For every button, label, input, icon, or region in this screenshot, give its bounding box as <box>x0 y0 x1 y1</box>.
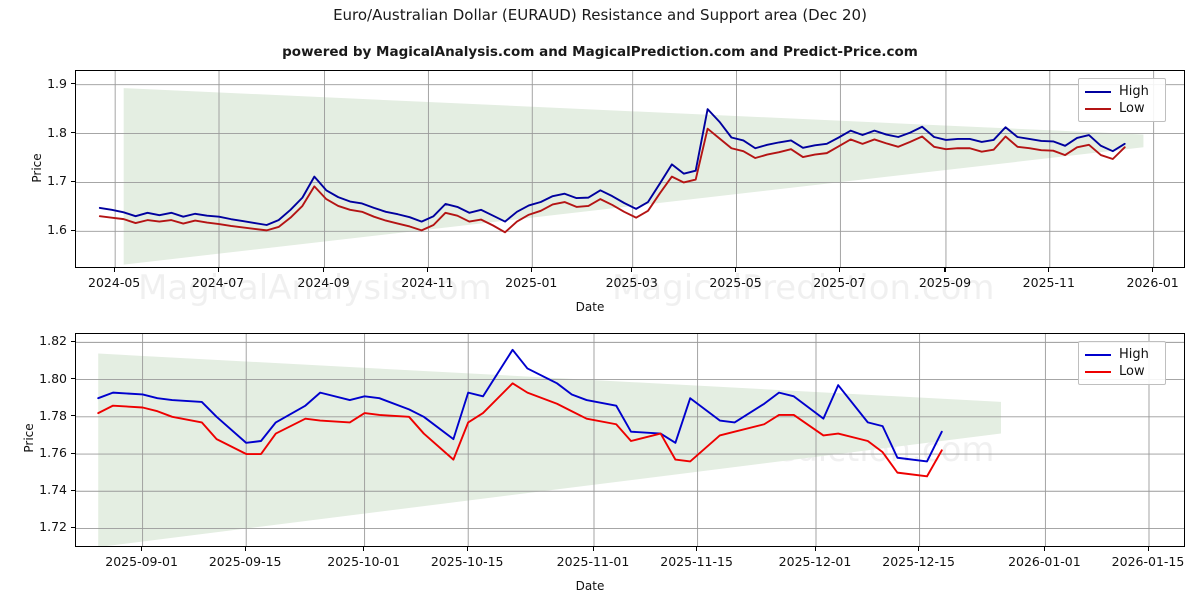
y-tick-label: 1.76 <box>39 445 67 461</box>
x-tick-mark <box>735 268 737 272</box>
y-tick-mark <box>71 340 75 343</box>
y-tick-mark <box>71 452 75 454</box>
bottom-chart-panel: Price Date 1.72 1.74 1.76 1.78 1.80 1.82 2025… <box>0 315 1200 600</box>
bottom-chart-canvas <box>76 334 1184 546</box>
x-tick-mark <box>944 268 946 272</box>
legend-item-low: Low <box>1085 100 1158 117</box>
x-tick-mark <box>1152 268 1154 272</box>
x-tick-label: 2025-12-15 <box>882 554 955 569</box>
legend-swatch-high <box>1085 90 1111 93</box>
y-tick-mark <box>71 378 75 380</box>
x-tick-label: 2025-12-01 <box>778 554 852 569</box>
x-tick-label: 2025-11 <box>1022 275 1075 290</box>
top-chart-plot-area <box>75 70 1185 268</box>
x-tick-label: 2025-09-01 <box>105 554 178 569</box>
top-chart-panel: Price Date 1.6 1.7 1.8 1.9 2024-05 2024-07 20… <box>30 70 1185 314</box>
legend-swatch-low <box>1085 107 1111 110</box>
y-tick-mark <box>71 83 75 85</box>
x-tick-label: 2025-11-01 <box>556 554 630 569</box>
legend-item-high: High <box>1085 83 1158 100</box>
legend-swatch-low <box>1085 370 1111 373</box>
x-tick-mark <box>217 268 219 272</box>
x-tick-mark <box>426 268 429 272</box>
x-tick-mark <box>363 547 365 551</box>
top-chart-y-axis-label: Price <box>30 153 44 183</box>
x-tick-mark <box>530 268 532 272</box>
y-tick-label: 1.6 <box>47 222 67 238</box>
x-tick-label: 2024-05 <box>88 275 141 290</box>
legend-label-low: Low <box>1119 101 1145 116</box>
x-tick-label: 2025-11-15 <box>660 554 733 569</box>
y-tick-label: 1.80 <box>39 370 67 386</box>
x-tick-mark <box>1043 547 1046 551</box>
y-tick-mark <box>71 180 75 183</box>
x-tick-label: 2025-05 <box>709 275 762 290</box>
legend-item-high: High <box>1085 346 1158 363</box>
x-tick-mark <box>814 547 816 551</box>
y-tick-mark <box>71 132 75 134</box>
x-tick-mark <box>592 547 594 551</box>
x-tick-mark <box>696 547 698 551</box>
x-tick-mark <box>1048 268 1050 272</box>
x-tick-label: 2025-09-15 <box>208 554 282 569</box>
y-tick-label: 1.82 <box>39 333 67 349</box>
x-tick-mark <box>141 547 143 551</box>
bottom-chart-legend: High Low <box>1078 341 1166 385</box>
x-tick-mark <box>1147 547 1149 551</box>
y-tick-label: 1.7 <box>47 173 67 189</box>
y-tick-label: 1.9 <box>47 75 67 91</box>
top-chart-x-axis-label: Date <box>575 300 605 314</box>
x-tick-label: 2026-01 <box>1126 275 1179 290</box>
x-tick-label: 2024-07 <box>191 275 245 290</box>
x-tick-label: 2025-10-15 <box>430 554 504 569</box>
legend-label-high: High <box>1119 347 1149 362</box>
y-tick-mark <box>71 526 75 529</box>
legend-swatch-high <box>1085 353 1111 356</box>
top-chart-canvas <box>76 71 1184 267</box>
x-tick-label: 2026-01-15 <box>1111 554 1185 569</box>
x-tick-mark <box>323 268 325 272</box>
x-tick-label: 2025-03 <box>605 275 658 290</box>
legend-item-low: Low <box>1085 363 1158 380</box>
top-chart-legend: High Low <box>1078 78 1166 122</box>
x-tick-label: 2025-10-01 <box>327 554 400 569</box>
x-tick-mark <box>918 547 920 551</box>
x-tick-label: 2026-01-01 <box>1008 554 1081 569</box>
x-tick-label: 2025-01 <box>505 275 558 290</box>
x-tick-label: 2025-09 <box>918 275 972 290</box>
y-tick-label: 1.8 <box>47 124 67 140</box>
y-tick-label: 1.78 <box>39 407 67 423</box>
y-tick-mark <box>71 489 75 491</box>
legend-label-low: Low <box>1119 364 1145 379</box>
y-tick-label: 1.72 <box>39 519 67 535</box>
x-tick-label: 2025-07 <box>813 275 866 290</box>
x-tick-mark <box>244 547 246 551</box>
x-tick-label: 2024-11 <box>401 275 454 290</box>
bottom-chart-x-axis-label: Date <box>575 579 605 593</box>
page-title: Euro/Australian Dollar (EURAUD) Resistan… <box>333 6 867 24</box>
y-tick-mark <box>71 415 75 417</box>
page-subtitle: powered by MagicalAnalysis.com and Magic… <box>282 44 918 60</box>
x-tick-mark <box>631 268 633 272</box>
x-tick-label: 2024-09 <box>297 275 350 290</box>
x-tick-mark <box>466 547 468 551</box>
x-tick-mark <box>113 268 115 272</box>
y-tick-label: 1.74 <box>39 482 67 498</box>
bottom-chart-plot-area <box>75 333 1185 547</box>
legend-label-high: High <box>1119 84 1149 99</box>
x-tick-mark <box>838 268 841 272</box>
y-tick-mark <box>71 229 75 232</box>
